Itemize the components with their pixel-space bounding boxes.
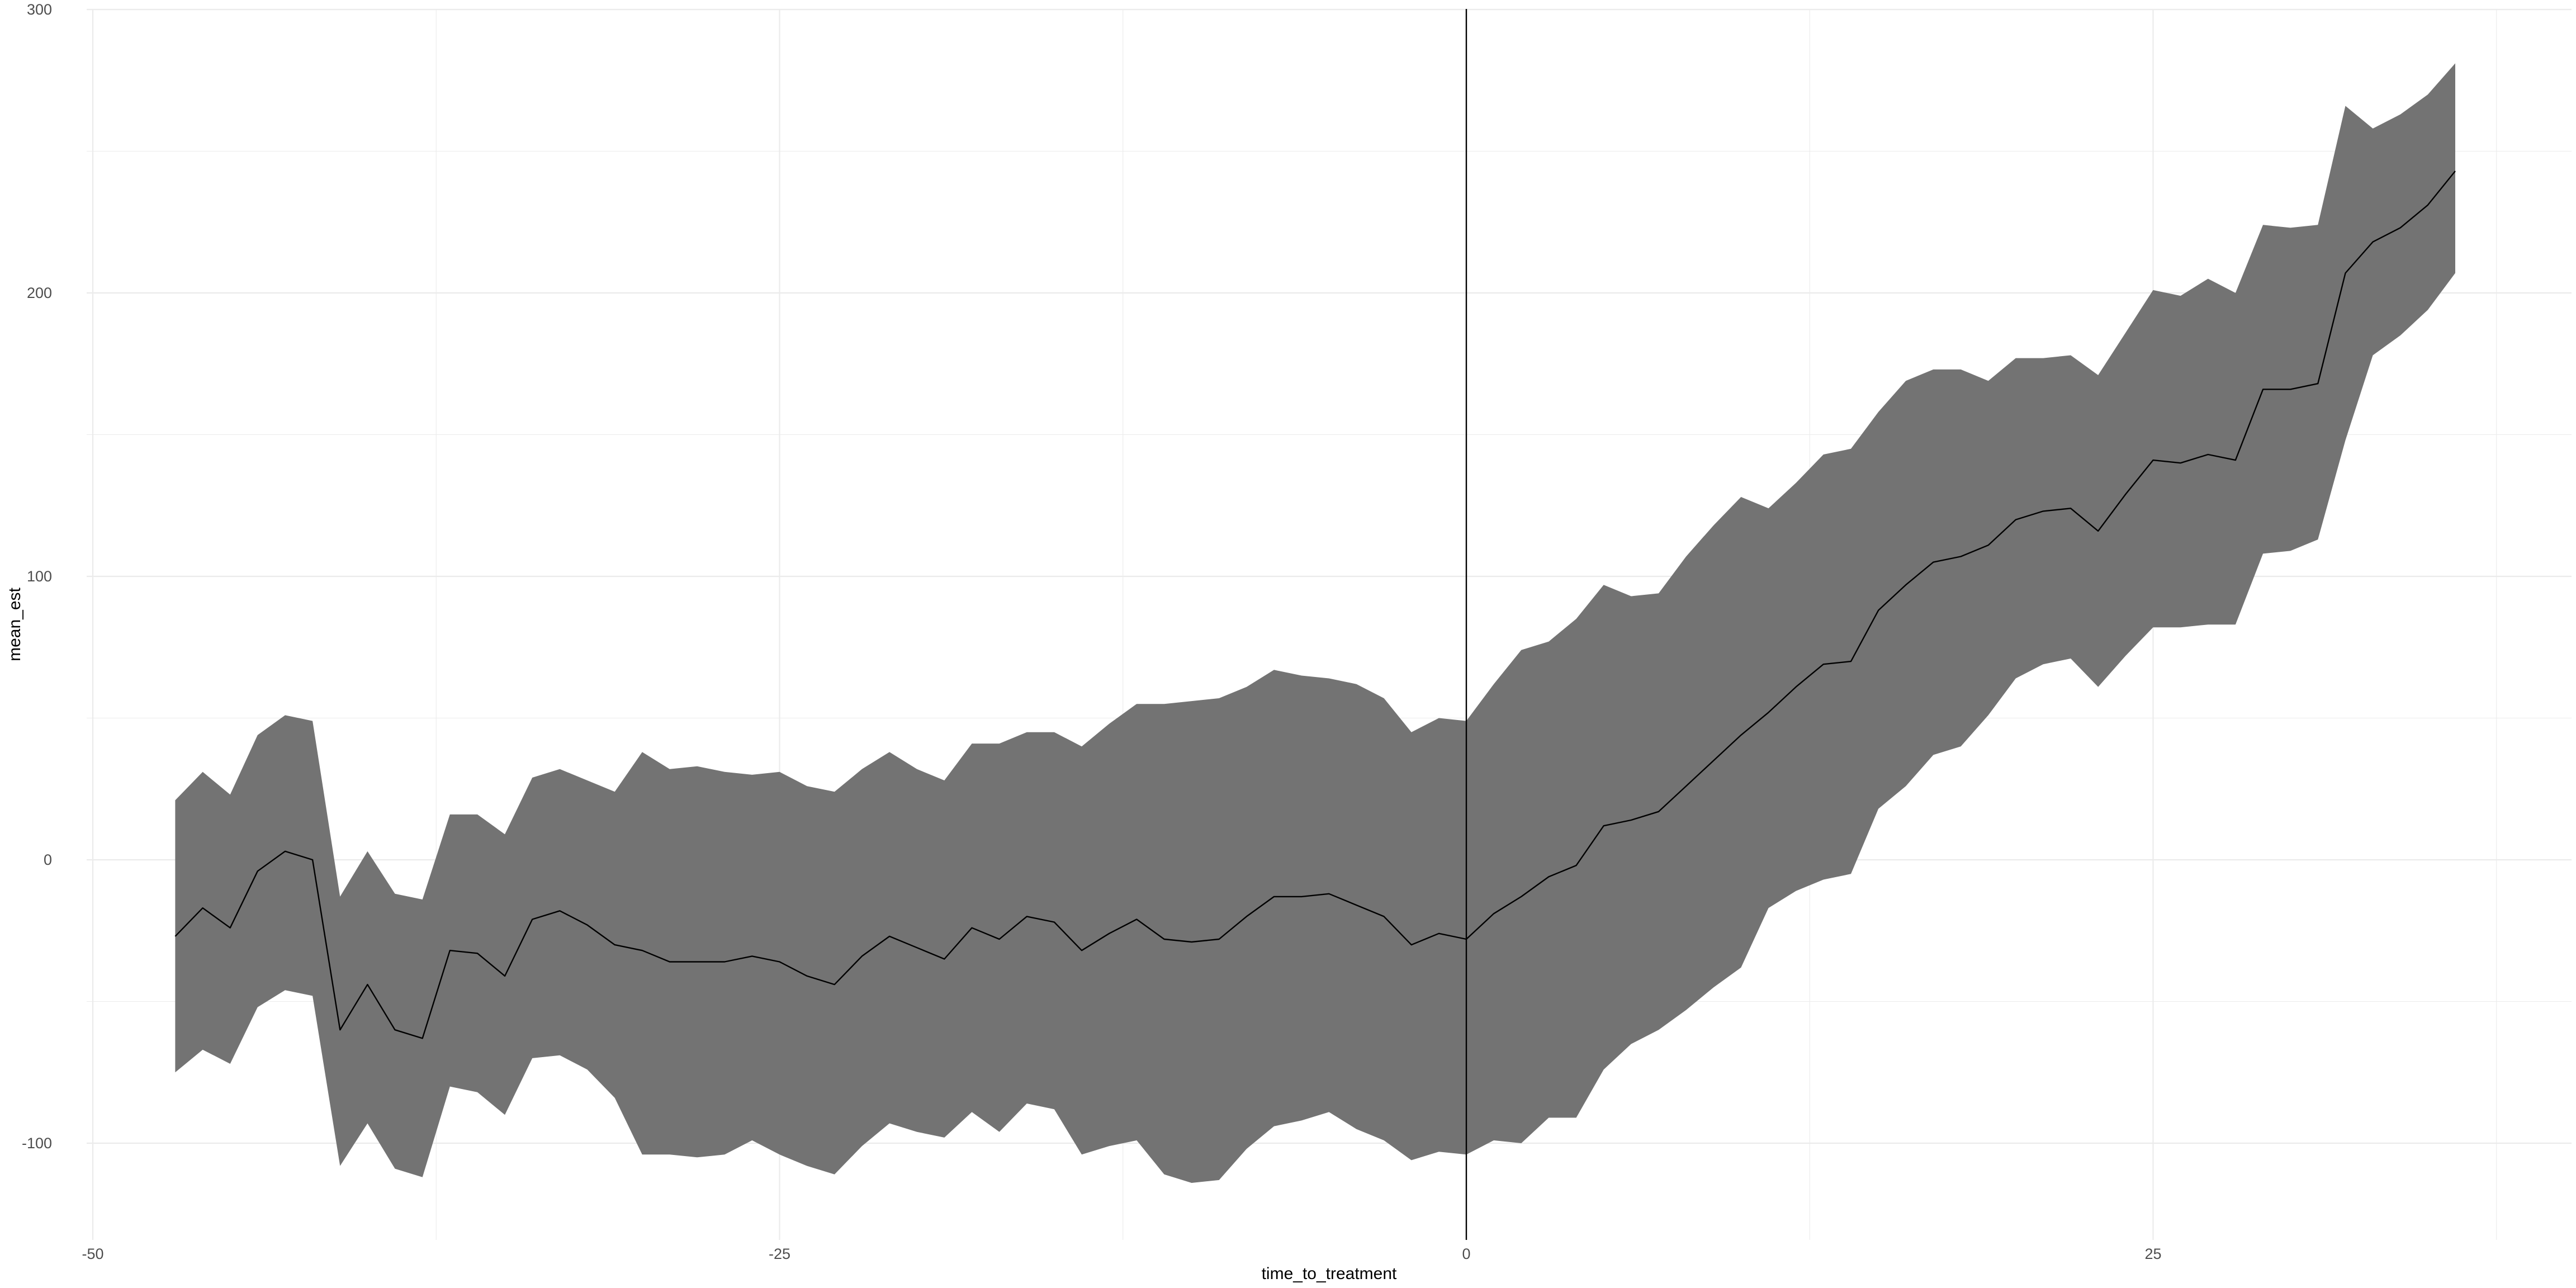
y-tick-label: 200	[27, 285, 52, 301]
x-axis-title: time_to_treatment	[1262, 1265, 1397, 1283]
y-tick-label: 300	[27, 1, 52, 18]
x-tick-label: -25	[769, 1246, 790, 1262]
mean-estimate-line	[174, 171, 2456, 1039]
y-tick-labels: -100 0 100 200 300	[22, 1, 52, 1152]
x-tick-label: 0	[1462, 1246, 1470, 1262]
y-tick-label: 0	[44, 851, 52, 868]
x-tick-label: -50	[82, 1246, 103, 1262]
y-tick-label: 100	[27, 568, 52, 585]
confidence-ribbon	[175, 63, 2456, 1183]
y-tick-label: -100	[22, 1135, 52, 1152]
y-axis-title: mean_est	[6, 587, 24, 661]
x-tick-labels: -50 -25 0 25	[82, 1246, 2161, 1262]
x-tick-label: 25	[2144, 1246, 2161, 1262]
